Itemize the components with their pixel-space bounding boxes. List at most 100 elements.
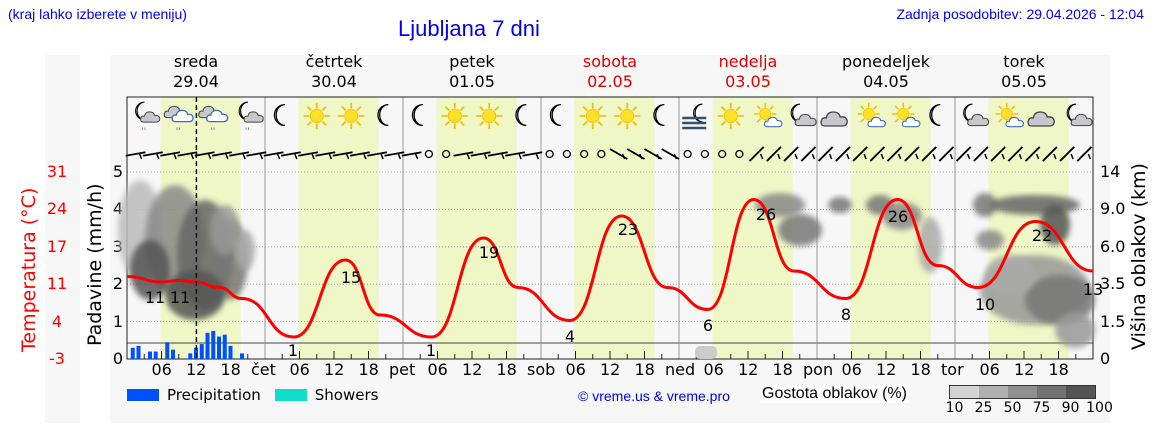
cloud-density-scale-labels: 10 25 50 75 90 100 xyxy=(940,400,1114,416)
x-hour-label: 12 xyxy=(186,360,207,379)
x-hour-label: 06 xyxy=(151,360,172,379)
svg-text:26: 26 xyxy=(888,207,908,226)
cloud-density-tick: 90 xyxy=(1061,400,1080,416)
day-name: torek xyxy=(1003,52,1045,71)
day-name: nedelja xyxy=(718,52,778,71)
svg-text:1: 1 xyxy=(288,341,298,360)
cloud-rain-icon: '' xyxy=(163,105,194,137)
cloud-height-tick: 14 xyxy=(1100,162,1121,181)
moon-cloud-rain-icon: '' xyxy=(135,101,161,137)
x-hour-label: 12 xyxy=(462,360,483,379)
x-hour-label: 12 xyxy=(600,360,621,379)
x-day-label: sob xyxy=(527,360,556,379)
svg-text:11: 11 xyxy=(145,288,165,307)
day-date: 03.05 xyxy=(725,72,771,91)
x-hour-label: 18 xyxy=(1048,360,1069,379)
x-hour-label: 06 xyxy=(289,360,310,379)
x-hour-label: 18 xyxy=(634,360,655,379)
x-hour-label: 18 xyxy=(910,360,931,379)
day-header-04.05: ponedeljek 04.05 xyxy=(817,52,955,92)
x-hour-label: 12 xyxy=(738,360,759,379)
svg-text:19: 19 xyxy=(479,243,499,262)
cloud-density-tick: 75 xyxy=(1032,400,1051,416)
cloud-density-tick: 10 xyxy=(945,400,964,416)
svg-text:11: 11 xyxy=(170,288,190,307)
day-header-30.04: četrtek 30.04 xyxy=(265,52,403,92)
cloud-density-tick: 100 xyxy=(1086,400,1113,416)
sun-icon xyxy=(302,102,331,130)
cloud-density-label: Gostota oblakov (%) xyxy=(760,385,909,403)
cloud-height-tick: 6.0 xyxy=(1100,236,1126,256)
chart-title: Ljubljana 7 dni xyxy=(398,16,540,41)
svg-text:10: 10 xyxy=(975,295,995,314)
cloud-density-tick: 50 xyxy=(1003,400,1022,416)
svg-text:1: 1 xyxy=(426,341,436,360)
temp-tick: 17 xyxy=(46,236,68,256)
moon-fog-icon xyxy=(682,103,707,130)
showers-swatch xyxy=(274,389,307,401)
day-name: sobota xyxy=(582,52,638,71)
cloud-density-tick: 25 xyxy=(974,400,993,416)
precip-tick: 0 xyxy=(112,349,123,368)
svg-text:23: 23 xyxy=(618,220,638,239)
day-date: 30.04 xyxy=(311,72,357,91)
svg-text:15: 15 xyxy=(341,268,361,287)
day-date: 04.05 xyxy=(863,72,909,91)
cloud-density-swatch xyxy=(1066,386,1095,398)
cloud-density-swatch xyxy=(1008,386,1037,398)
sun-icon xyxy=(613,102,642,130)
x-hour-label: 12 xyxy=(324,360,345,379)
day-date: 05.05 xyxy=(1001,72,1047,91)
cloud-density-swatch xyxy=(950,386,979,398)
cloud-height-tick: 3.5 xyxy=(1100,274,1126,294)
x-hour-label: 06 xyxy=(427,360,448,379)
svg-text:4: 4 xyxy=(565,327,575,346)
svg-text:8: 8 xyxy=(841,305,851,324)
x-day-label: čet xyxy=(251,360,276,379)
svg-text:'': '' xyxy=(210,127,215,137)
cloud-height-tick: 0 xyxy=(1100,349,1111,368)
copyright-link[interactable]: © vreme.us & vreme.pro xyxy=(578,388,730,404)
day-date: 01.05 xyxy=(449,72,495,91)
cloud-density-swatch xyxy=(979,386,1008,398)
day-name: ponedeljek xyxy=(842,52,930,71)
precip-tick: 5 xyxy=(112,162,123,181)
x-hour-label: 18 xyxy=(496,360,517,379)
sun-icon xyxy=(337,102,366,130)
last-updated: Zadnja posodobitev: 29.04.2026 - 12:04 xyxy=(896,6,1144,22)
sun-icon xyxy=(716,102,745,130)
temp-tick: -3 xyxy=(49,349,65,368)
x-hour-label: 12 xyxy=(876,360,897,379)
svg-text:26: 26 xyxy=(756,205,776,224)
sun-icon xyxy=(475,102,504,130)
day-name: sreda xyxy=(173,52,219,71)
showers-legend-label: Showers xyxy=(314,386,379,404)
svg-text:'': '' xyxy=(245,127,250,137)
day-header-05.05: torek 05.05 xyxy=(955,52,1093,92)
day-date: 02.05 xyxy=(587,72,633,91)
x-day-label: pon xyxy=(803,360,834,379)
x-hour-label: 18 xyxy=(772,360,793,379)
temp-tick: 4 xyxy=(51,311,63,331)
svg-text:13: 13 xyxy=(1083,280,1103,299)
x-hour-label: 06 xyxy=(565,360,586,379)
cloud-density-swatch xyxy=(1037,386,1066,398)
x-day-label: tor xyxy=(941,360,964,379)
precipitation-legend-label: Precipitation xyxy=(167,386,261,404)
day-header-02.05: sobota 02.05 xyxy=(541,52,679,92)
sun-icon xyxy=(440,102,469,130)
svg-text:'': '' xyxy=(141,127,146,137)
precipitation-swatch xyxy=(127,389,159,401)
svg-text:6: 6 xyxy=(703,316,713,335)
x-hour-label: 06 xyxy=(703,360,724,379)
x-hour-label: 12 xyxy=(1014,360,1035,379)
day-name: petek xyxy=(449,52,495,71)
precip-tick: 4 xyxy=(112,199,123,219)
location-hint: (kraj lahko izberete v meniju) xyxy=(8,6,187,22)
svg-text:'': '' xyxy=(176,127,181,137)
moon-cloud-rain-icon: '' xyxy=(238,101,264,137)
day-header-29.04: sreda 29.04 xyxy=(127,52,265,92)
x-hour-label: 18 xyxy=(358,360,379,379)
cloud-density-scale xyxy=(949,385,1096,399)
temp-axis-panel xyxy=(45,55,80,423)
